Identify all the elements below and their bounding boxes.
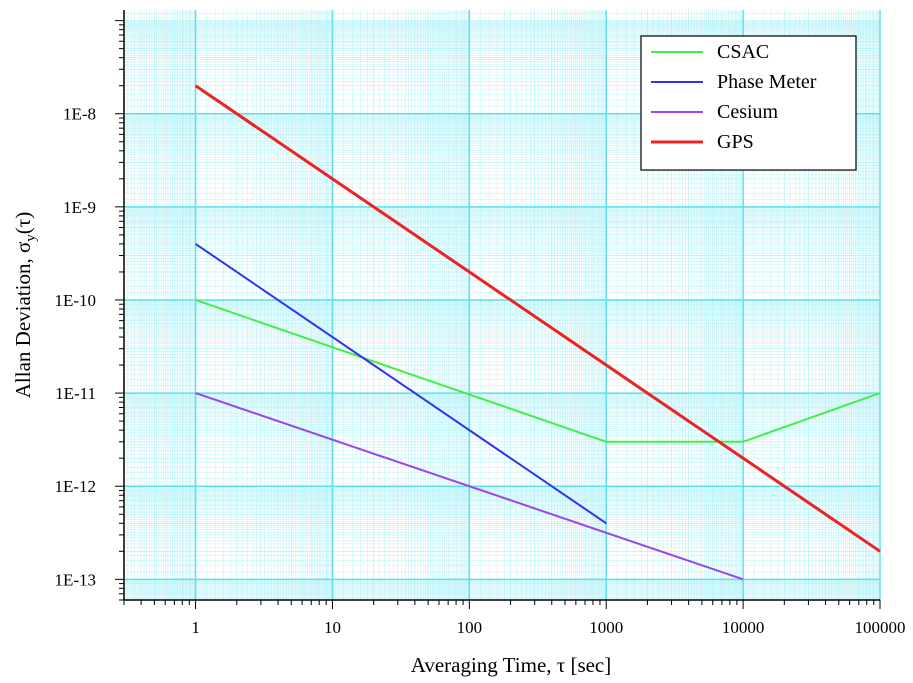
y-axis-title: Allan Deviation, σy(τ) <box>11 212 39 398</box>
legend-box <box>640 35 857 171</box>
x-tick-label: 100 <box>457 618 483 637</box>
y-tick-label: 1E-11 <box>55 384 96 403</box>
axes <box>115 10 881 609</box>
legend-label-cesium: Cesium <box>717 101 779 123</box>
x-tick-label: 10 <box>324 618 341 637</box>
legend-label-gps: GPS <box>717 131 754 153</box>
x-axis-title: Averaging Time, τ [sec] <box>411 653 612 677</box>
minor-gridlines <box>123 10 880 601</box>
y-tick-label: 1E-10 <box>54 291 96 310</box>
x-tick-label: 1000 <box>589 618 623 637</box>
x-tick-labels: 1 10 100 1000 10000 100000 <box>191 618 905 637</box>
y-tick-label: 1E-13 <box>54 570 96 589</box>
series-line-gps <box>194 84 881 553</box>
y-tick-labels: 1E-13 1E-12 1E-11 1E-10 1E-9 1E-8 <box>54 105 96 590</box>
legend: CSAC Phase Meter Cesium GPS <box>640 35 857 171</box>
y-tick-label: 1E-12 <box>54 477 96 496</box>
legend-label-csac: CSAC <box>717 41 769 63</box>
x-tick-label: 100000 <box>855 618 906 637</box>
series-line-phase-meter <box>195 243 607 525</box>
x-tick-label: 1 <box>191 618 200 637</box>
series-layer <box>194 84 881 581</box>
major-gridlines <box>124 10 881 600</box>
y-tick-label: 1E-8 <box>63 105 96 124</box>
x-tick-label: 10000 <box>722 618 765 637</box>
y-tick-label: 1E-9 <box>63 198 96 217</box>
series-line-csac <box>195 299 881 443</box>
legend-label-phase-meter: Phase Meter <box>717 71 817 93</box>
series-line-cesium <box>195 392 744 581</box>
